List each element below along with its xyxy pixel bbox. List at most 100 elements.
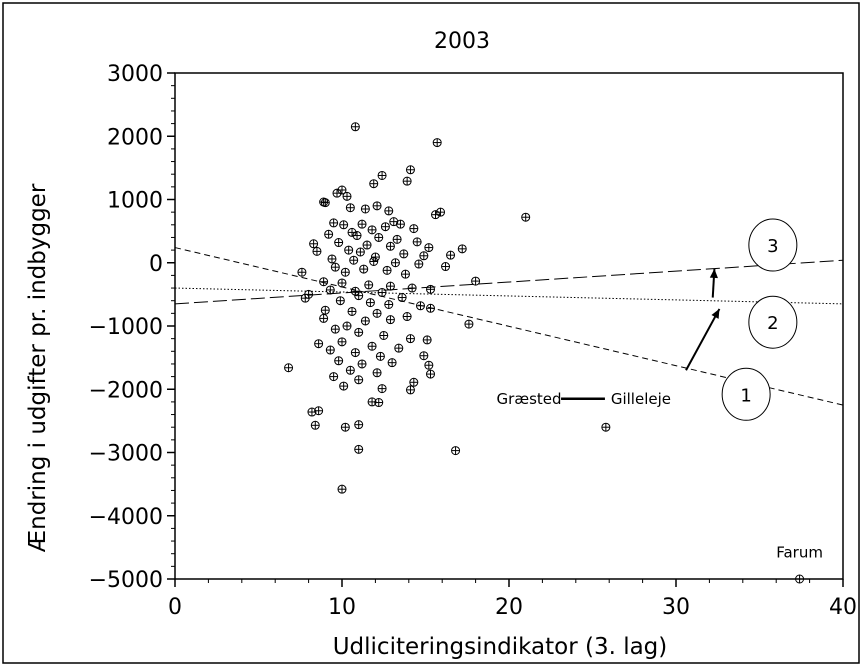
arrow-head xyxy=(709,268,718,279)
callout-label-2: 2 xyxy=(767,313,778,334)
data-point xyxy=(405,165,415,175)
y-tick-label: −4000 xyxy=(89,505,163,530)
data-point xyxy=(374,232,384,242)
data-point xyxy=(424,243,434,253)
x-axis-label: Udliciteringsindikator (3. lag) xyxy=(333,634,668,660)
data-point xyxy=(339,381,349,391)
data-point xyxy=(412,237,422,247)
data-point xyxy=(367,341,377,351)
data-point xyxy=(379,330,389,340)
data-point xyxy=(426,303,436,313)
data-point xyxy=(384,206,394,216)
y-tick-label: −5000 xyxy=(89,568,163,593)
data-point xyxy=(357,219,367,229)
data-point xyxy=(325,345,335,355)
data-point xyxy=(350,122,360,132)
data-point xyxy=(405,334,415,344)
callouts: 1 2 3 xyxy=(721,218,798,421)
data-point xyxy=(370,252,380,262)
data-point xyxy=(352,231,362,241)
data-point xyxy=(319,277,329,287)
data-point xyxy=(402,312,412,322)
arrow-shaft xyxy=(685,308,721,371)
data-point xyxy=(377,287,387,297)
data-point xyxy=(309,239,319,249)
data-point xyxy=(307,407,317,417)
data-point xyxy=(314,339,324,349)
data-point xyxy=(795,574,805,584)
data-point xyxy=(394,343,404,353)
data-point xyxy=(397,293,407,303)
data-point xyxy=(372,201,382,211)
data-point xyxy=(325,285,335,295)
data-point xyxy=(337,337,347,347)
data-point xyxy=(359,264,369,274)
data-point xyxy=(395,219,405,229)
data-point xyxy=(369,179,379,189)
annotations: Græsted Gilleleje Farum xyxy=(497,390,823,562)
callout-circle-1 xyxy=(721,367,771,421)
data-point xyxy=(372,368,382,378)
point-annotation: Gilleleje xyxy=(611,390,671,408)
data-point xyxy=(345,365,355,375)
data-point xyxy=(310,420,320,430)
data-point xyxy=(372,308,382,318)
data-point xyxy=(384,299,394,309)
callout-circle-2 xyxy=(748,295,798,349)
data-point xyxy=(330,262,340,272)
data-point xyxy=(387,358,397,368)
data-point xyxy=(354,291,364,301)
data-point xyxy=(399,249,409,259)
data-point xyxy=(377,170,387,180)
x-tick-label: 30 xyxy=(662,595,690,620)
x-tick-label: 10 xyxy=(328,595,356,620)
y-tick-label: 3000 xyxy=(107,62,163,87)
data-point xyxy=(340,267,350,277)
data-point xyxy=(405,385,415,395)
data-point xyxy=(389,217,399,227)
data-point xyxy=(300,293,310,303)
x-tick-label: 40 xyxy=(829,595,857,620)
data-point xyxy=(441,262,451,272)
axis-ticks: 0 10 20 30 40 −5000 −4000 −3000 −2000 −1000 0 1000 2… xyxy=(89,62,857,620)
data-point xyxy=(362,240,372,250)
arrows xyxy=(685,268,721,371)
y-tick-label: −1000 xyxy=(89,315,163,340)
data-point xyxy=(409,224,419,234)
data-point xyxy=(431,210,441,220)
data-point xyxy=(342,191,352,201)
data-point xyxy=(319,313,329,323)
y-tick-label: 1000 xyxy=(107,189,163,214)
data-point xyxy=(369,256,379,266)
data-point xyxy=(347,227,357,237)
data-point xyxy=(424,360,434,370)
data-point xyxy=(436,207,446,217)
data-point xyxy=(349,255,359,265)
data-point xyxy=(339,220,349,230)
data-point xyxy=(332,188,342,198)
trend-line-2 xyxy=(174,287,844,305)
y-tick-label: 0 xyxy=(149,252,163,277)
data-point xyxy=(382,265,392,275)
data-point xyxy=(337,484,347,494)
data-points xyxy=(284,122,805,584)
data-point xyxy=(402,176,412,186)
data-point xyxy=(345,203,355,213)
data-point xyxy=(432,138,442,148)
data-point xyxy=(464,319,474,329)
data-point xyxy=(471,276,481,286)
x-tick-label: 0 xyxy=(168,595,182,620)
data-point xyxy=(375,351,385,361)
data-point xyxy=(426,369,436,379)
data-point xyxy=(385,241,395,251)
data-point xyxy=(360,204,370,214)
chart-title: 2003 xyxy=(434,29,490,54)
data-point xyxy=(407,283,417,293)
data-point xyxy=(334,238,344,248)
data-point xyxy=(377,384,387,394)
data-point xyxy=(354,420,364,430)
point-annotation: Græsted xyxy=(497,390,562,408)
y-tick-label: 2000 xyxy=(107,125,163,150)
